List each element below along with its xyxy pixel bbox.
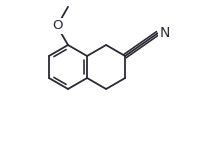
Text: N: N [160, 26, 170, 40]
Text: O: O [52, 19, 62, 32]
